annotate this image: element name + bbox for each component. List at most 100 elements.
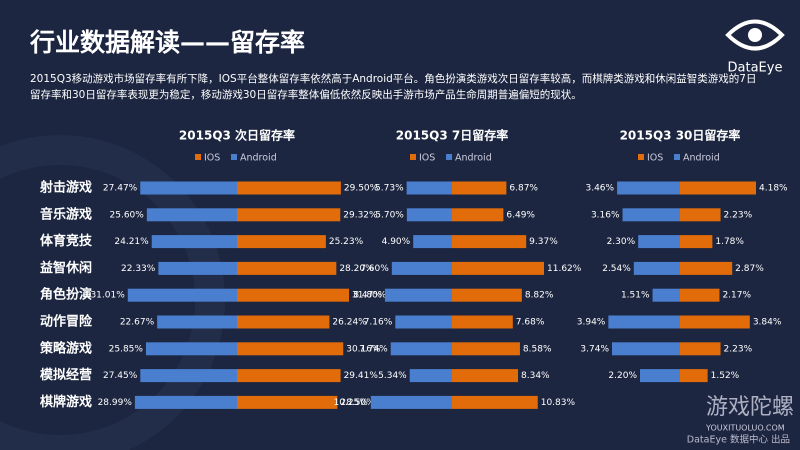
value-label: 26.24% <box>332 318 367 328</box>
bar <box>452 261 544 275</box>
value-label: 29.41% <box>344 371 379 381</box>
bar <box>158 261 237 275</box>
value-label: 25.85% <box>109 344 144 354</box>
bar <box>151 235 237 249</box>
value-label: 8.82% <box>525 291 554 301</box>
value-label: 2.30% <box>607 237 636 247</box>
value-label: 3.74% <box>580 344 609 354</box>
bar <box>680 208 721 222</box>
bar <box>390 342 452 356</box>
legend-swatch <box>638 154 644 160</box>
bar <box>145 342 237 356</box>
bar <box>680 181 756 195</box>
bar <box>140 181 237 195</box>
bar <box>237 315 330 329</box>
value-label: 29.50% <box>344 184 379 194</box>
value-label: 28.99% <box>98 398 133 408</box>
category-label: 角色扮演 <box>40 287 92 303</box>
bar <box>395 315 452 329</box>
value-label: 31.80% <box>352 291 387 301</box>
legend-label: Android <box>455 153 492 164</box>
bar <box>406 208 452 222</box>
description: 2015Q3移动游戏市场留存率有所下降，IOS平台整体留存率依然高于Androi… <box>30 72 756 85</box>
bar <box>384 288 452 302</box>
value-label: 5.73% <box>375 184 404 194</box>
bar <box>680 235 713 249</box>
value-label: 22.67% <box>120 318 155 328</box>
value-label: 1.51% <box>621 291 650 301</box>
bar <box>608 315 680 329</box>
bar <box>638 235 680 249</box>
description: 留存率和30日留存率表现更为稳定，移动游戏30日留存率整体偏低依然反映出手游市场… <box>30 88 582 101</box>
value-label: 8.34% <box>521 371 550 381</box>
value-label: 28.50% <box>340 398 375 408</box>
bar <box>640 369 680 383</box>
bar <box>652 288 680 302</box>
value-label: 2.20% <box>608 371 637 381</box>
value-label: 7.74% <box>359 344 388 354</box>
value-label: 6.87% <box>509 184 538 194</box>
bar <box>680 288 720 302</box>
bar <box>452 342 520 356</box>
value-label: 4.90% <box>382 237 411 247</box>
bar <box>409 369 452 383</box>
value-label: 1.78% <box>715 237 744 247</box>
value-label: 3.84% <box>753 318 782 328</box>
bar <box>157 315 237 329</box>
value-label: 7.60% <box>360 264 389 274</box>
logo-icon <box>725 19 785 51</box>
value-label: 3.46% <box>585 184 614 194</box>
legend-swatch <box>446 154 452 160</box>
logo-text: DataEye <box>728 61 783 76</box>
bar <box>452 369 519 383</box>
legend-swatch <box>410 154 416 160</box>
value-label: 9.37% <box>529 237 558 247</box>
value-label: 11.62% <box>547 264 582 274</box>
bar <box>237 288 349 302</box>
value-label: 5.70% <box>375 210 404 220</box>
bar <box>452 288 522 302</box>
chart-title: 2015Q3 7日留存率 <box>396 128 508 143</box>
value-label: 2.54% <box>602 264 631 274</box>
bar <box>413 235 452 249</box>
bar <box>140 369 237 383</box>
value-label: 3.16% <box>591 210 620 220</box>
slide-title: 行业数据解读——留存率 <box>29 28 305 57</box>
value-label: 8.47% <box>353 291 382 301</box>
bar <box>452 208 504 222</box>
category-label: 棋牌游戏 <box>39 394 92 410</box>
category-label: 模拟经营 <box>40 367 92 383</box>
bar <box>370 395 452 409</box>
bar <box>406 181 452 195</box>
bar <box>146 208 237 222</box>
legend-label: Android <box>240 153 277 164</box>
value-label: 2.23% <box>724 344 753 354</box>
bar <box>237 208 341 222</box>
bar <box>127 288 237 302</box>
value-label: 27.47% <box>103 184 138 194</box>
footer-credit: DataEye 数据中心 出品 <box>687 434 790 446</box>
value-label: 8.58% <box>523 344 552 354</box>
bar <box>633 261 680 275</box>
value-label: 25.60% <box>110 210 145 220</box>
category-label: 射击游戏 <box>39 180 92 196</box>
bar <box>237 235 326 249</box>
value-label: 7.68% <box>516 318 545 328</box>
bar <box>452 181 507 195</box>
bar <box>612 342 680 356</box>
value-label: 28.20% <box>339 264 374 274</box>
value-label: 29.32% <box>343 210 378 220</box>
value-label: 6.49% <box>506 210 535 220</box>
value-label: 3.94% <box>577 318 606 328</box>
legend-label: IOS <box>419 153 435 164</box>
bar <box>680 315 750 329</box>
value-label: 22.33% <box>121 264 156 274</box>
value-label: 2.87% <box>735 264 764 274</box>
value-label: 27.45% <box>103 371 138 381</box>
category-label: 体育竞技 <box>40 233 93 249</box>
bar <box>680 369 708 383</box>
legend-label: IOS <box>204 153 220 164</box>
watermark-url: YOUXITUOLUO.COM <box>705 424 785 433</box>
